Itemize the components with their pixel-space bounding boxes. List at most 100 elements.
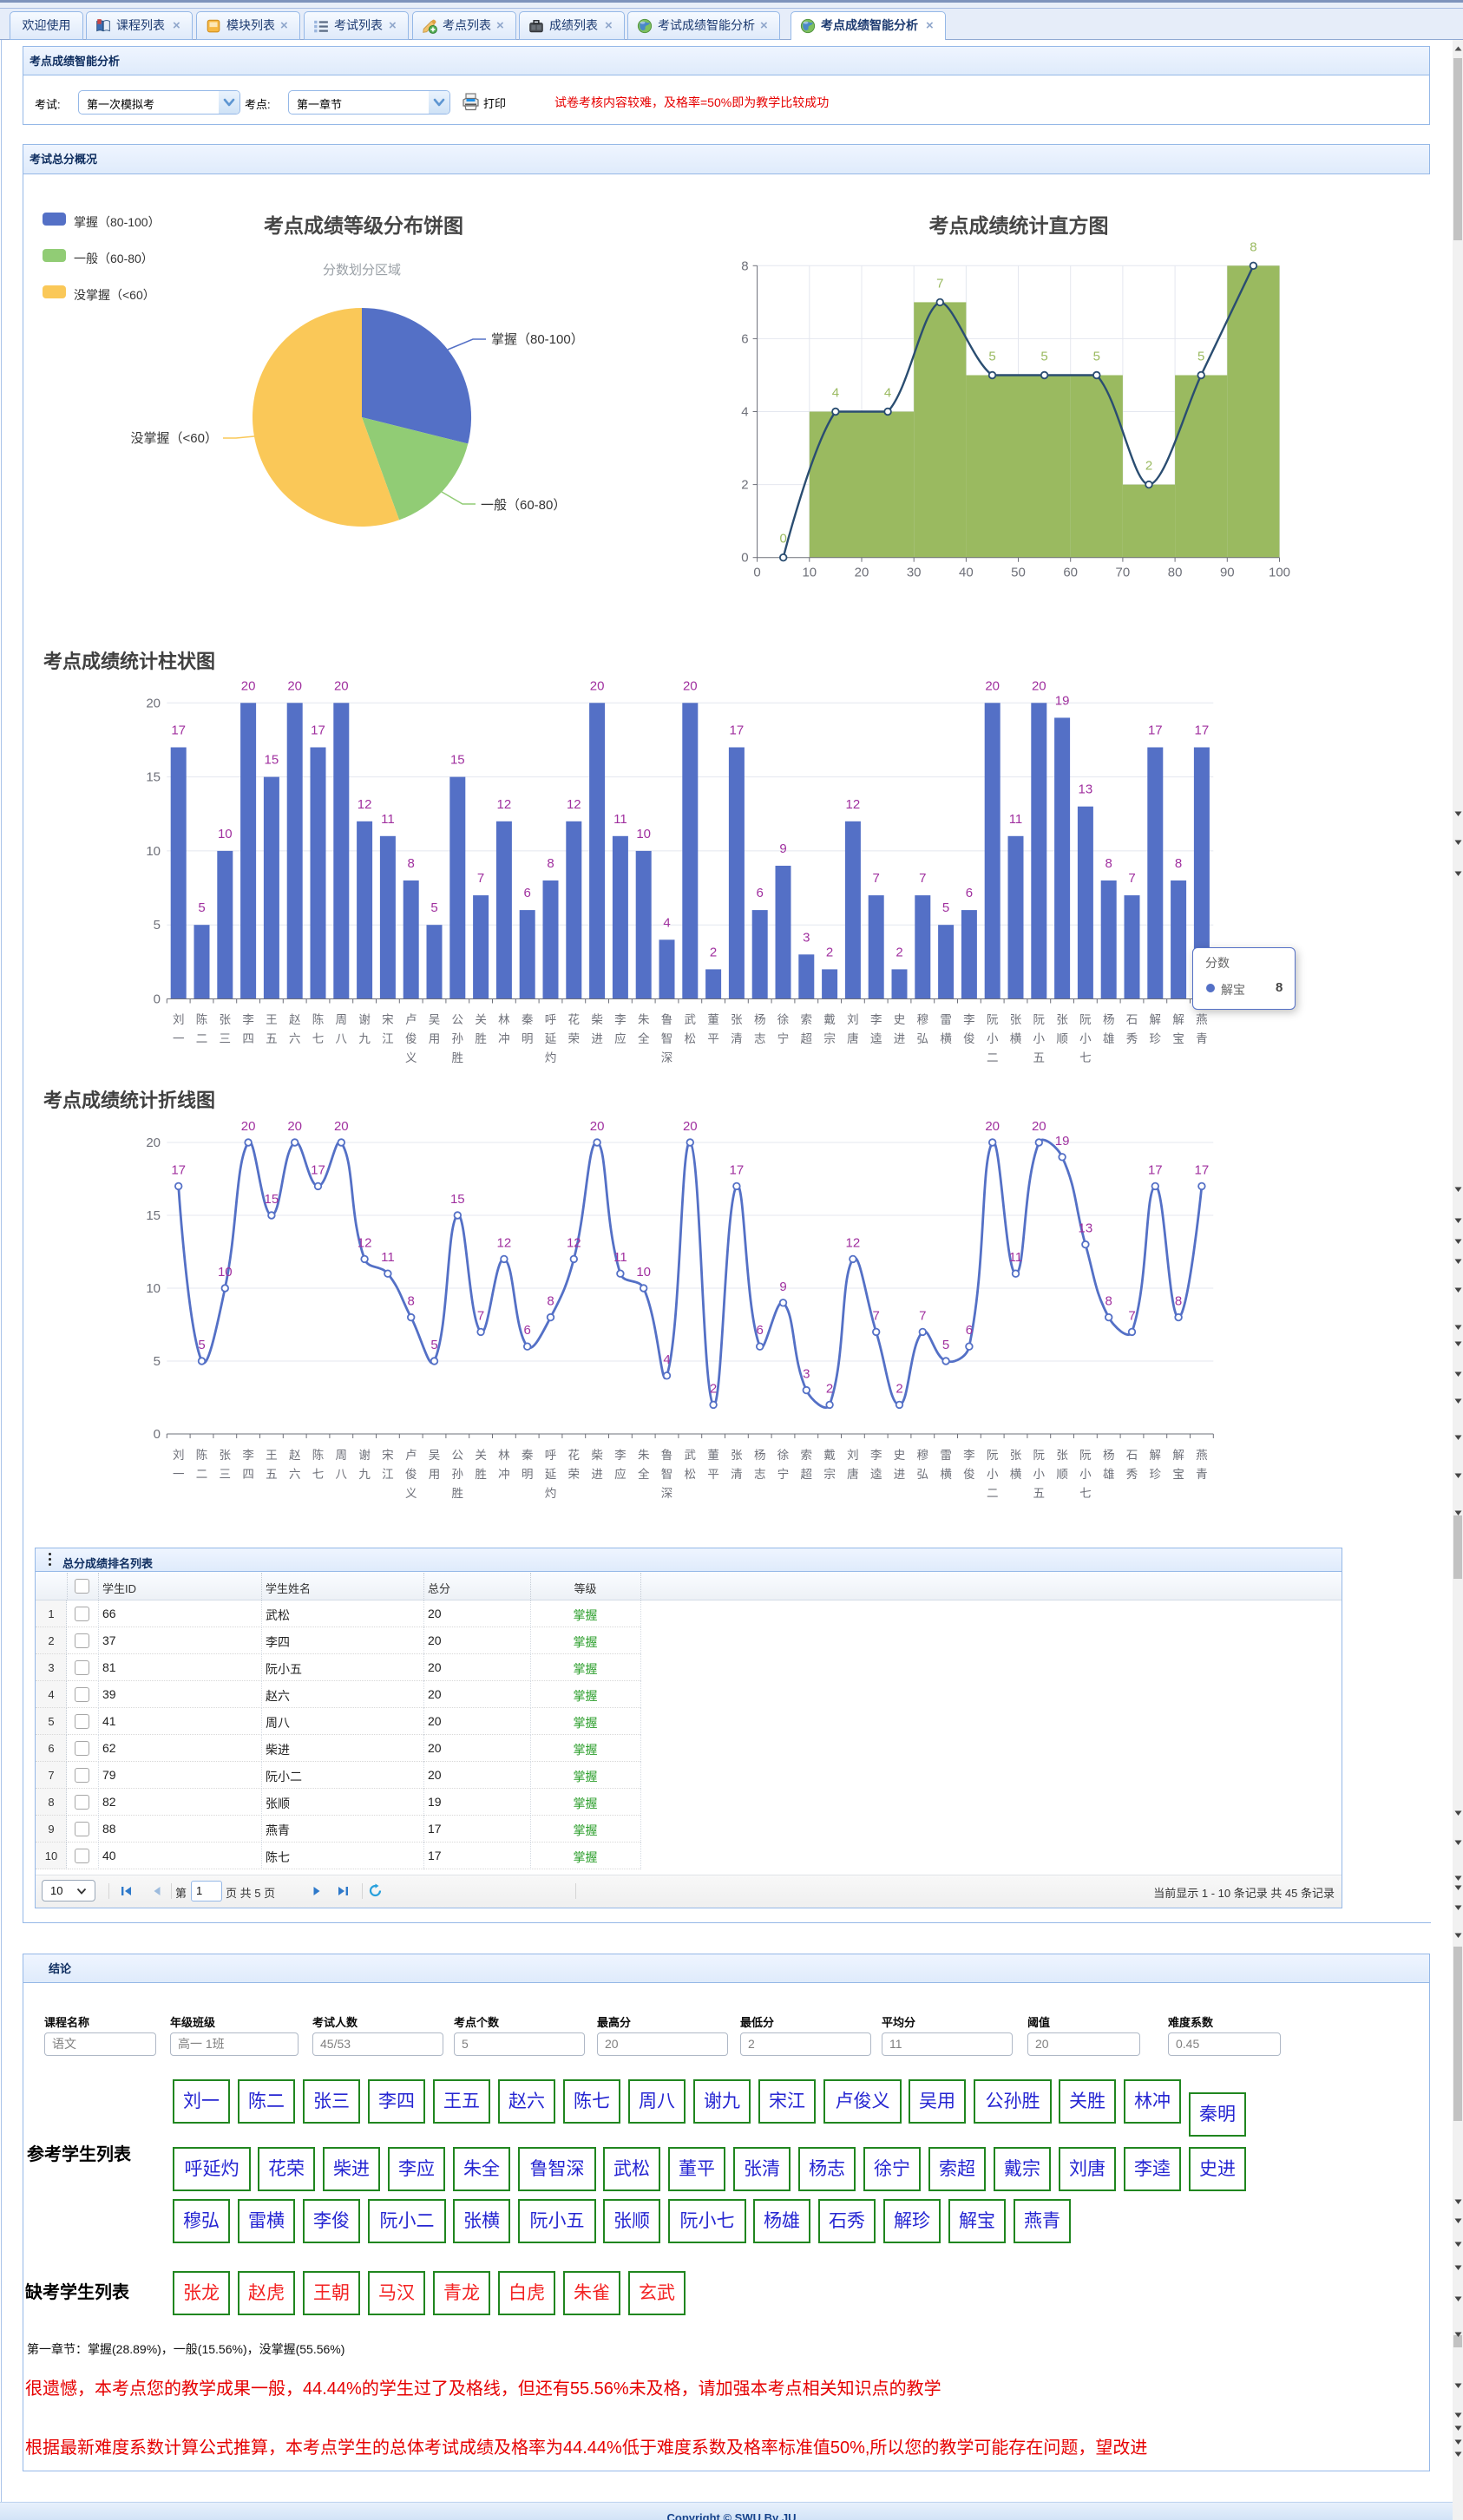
svg-text:杨: 杨 [1103,1013,1115,1026]
svg-text:张: 张 [220,1013,232,1026]
svg-text:2: 2 [826,945,833,959]
svg-text:10: 10 [146,1281,161,1296]
svg-text:徐: 徐 [777,1013,790,1026]
svg-text:10: 10 [636,827,651,841]
svg-text:用: 用 [429,1468,441,1481]
svg-text:五: 五 [266,1032,278,1045]
svg-text:5: 5 [1040,350,1047,364]
svg-text:燕: 燕 [1196,1013,1208,1026]
svg-text:6: 6 [757,886,764,900]
svg-text:延: 延 [545,1032,557,1045]
svg-text:20: 20 [287,678,302,693]
svg-text:志: 志 [754,1032,766,1045]
svg-text:13: 13 [1079,782,1093,797]
svg-text:5: 5 [942,900,949,915]
svg-text:90: 90 [1220,566,1235,580]
svg-text:江: 江 [382,1032,394,1045]
svg-text:小: 小 [1079,1032,1092,1045]
svg-text:3: 3 [803,930,810,945]
svg-text:2: 2 [710,1381,717,1396]
svg-text:关: 关 [475,1013,487,1026]
svg-text:陈: 陈 [196,1448,208,1462]
svg-text:唐: 唐 [847,1031,859,1045]
svg-text:17: 17 [311,723,325,738]
svg-text:智: 智 [661,1032,673,1045]
svg-text:进: 进 [591,1468,603,1481]
svg-text:冲: 冲 [498,1032,510,1045]
svg-text:李: 李 [242,1013,254,1026]
svg-text:17: 17 [311,1162,325,1177]
svg-text:张: 张 [1056,1449,1068,1462]
svg-text:没掌握（<60）: 没掌握（<60） [131,431,218,446]
svg-text:清: 清 [731,1468,743,1481]
svg-text:青: 青 [1196,1032,1208,1045]
svg-text:王: 王 [266,1013,278,1026]
svg-text:12: 12 [846,1235,861,1250]
svg-text:19: 19 [1055,693,1070,708]
svg-text:12: 12 [567,1235,581,1250]
svg-text:6: 6 [524,886,531,900]
svg-text:李: 李 [963,1449,975,1462]
svg-text:荣: 荣 [568,1032,581,1045]
svg-text:五: 五 [266,1468,278,1481]
svg-text:张: 张 [731,1449,743,1462]
svg-text:11: 11 [381,812,395,827]
svg-text:17: 17 [1195,723,1210,738]
svg-text:4: 4 [663,915,670,930]
svg-text:进: 进 [894,1032,906,1045]
svg-text:7: 7 [919,1308,926,1323]
svg-text:俊: 俊 [405,1468,417,1481]
svg-text:12: 12 [846,797,861,812]
svg-text:七: 七 [1079,1487,1092,1500]
svg-text:王: 王 [266,1449,278,1462]
svg-text:8: 8 [1175,1294,1182,1309]
svg-text:20: 20 [287,1119,302,1134]
svg-text:2: 2 [741,478,748,493]
svg-text:赵: 赵 [289,1013,301,1026]
svg-text:20: 20 [241,1119,256,1134]
svg-text:张: 张 [1056,1013,1068,1026]
svg-text:20: 20 [590,678,605,693]
svg-text:深: 深 [661,1487,673,1500]
svg-text:秦: 秦 [522,1449,534,1462]
svg-text:10: 10 [636,1265,651,1280]
svg-text:0: 0 [154,992,161,1007]
svg-text:秦: 秦 [522,1013,534,1026]
svg-text:阮: 阮 [1079,1013,1092,1026]
svg-text:索: 索 [801,1013,813,1026]
svg-text:刘: 刘 [847,1013,859,1026]
svg-text:5: 5 [430,900,437,915]
svg-text:胜: 胜 [452,1487,464,1500]
svg-text:阮: 阮 [1033,1449,1046,1462]
svg-text:张: 张 [1010,1013,1022,1026]
svg-text:5: 5 [430,1338,437,1352]
svg-text:秀: 秀 [1126,1468,1138,1481]
svg-text:解: 解 [1150,1013,1162,1026]
svg-text:50: 50 [1011,566,1026,580]
svg-text:秀: 秀 [1126,1032,1138,1045]
svg-text:应: 应 [614,1467,627,1481]
svg-text:解: 解 [1172,1013,1184,1026]
svg-text:一: 一 [173,1468,185,1481]
svg-text:7: 7 [1128,871,1135,886]
svg-text:7: 7 [477,871,484,886]
svg-text:20: 20 [146,696,161,710]
svg-text:20: 20 [146,1136,161,1150]
svg-text:董: 董 [707,1013,719,1026]
svg-text:6: 6 [966,1323,973,1338]
svg-text:弘: 弘 [917,1468,929,1481]
svg-text:二: 二 [987,1487,999,1500]
svg-text:卢: 卢 [405,1013,417,1026]
svg-text:小: 小 [987,1468,999,1481]
svg-text:80: 80 [1168,566,1183,580]
svg-text:5: 5 [154,1354,161,1369]
svg-text:李: 李 [963,1013,975,1026]
svg-text:呼: 呼 [545,1013,557,1026]
svg-text:4: 4 [663,1352,670,1367]
svg-text:5: 5 [942,1338,949,1352]
svg-text:公: 公 [452,1013,464,1026]
svg-text:杨: 杨 [754,1013,766,1026]
svg-text:0: 0 [741,551,748,566]
svg-text:阮: 阮 [987,1013,999,1026]
svg-text:宋: 宋 [382,1449,394,1462]
